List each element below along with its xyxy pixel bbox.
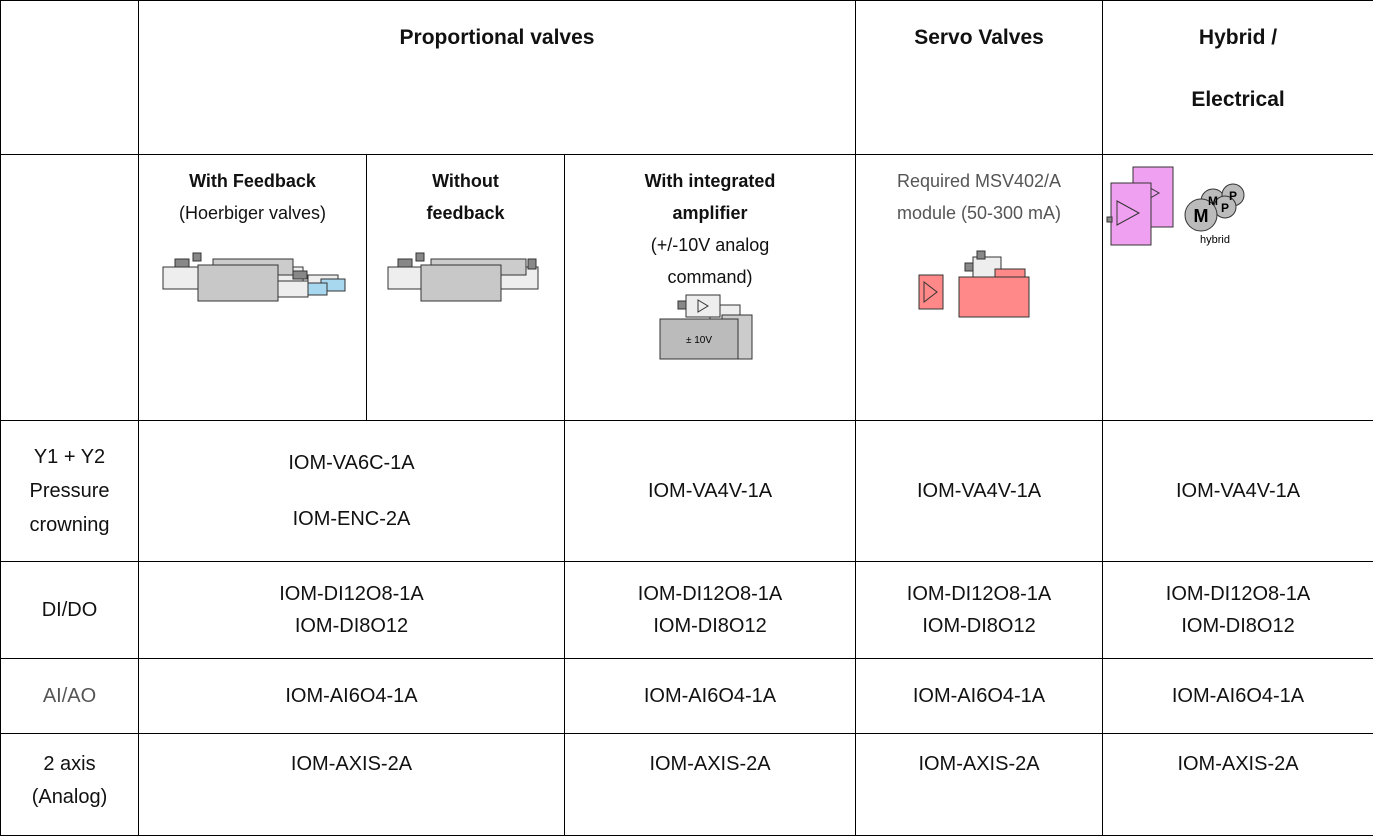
subheader-note: Required MSV402/A <box>856 165 1102 197</box>
module-name: IOM-DI8O12 <box>139 610 564 642</box>
icon-label: ± 10V <box>686 335 712 346</box>
subheader-note: (Hoerbiger valves) <box>139 197 366 229</box>
subheader-cell: With Feedback (Hoerbiger valves) <box>139 155 367 421</box>
subheader-title: feedback <box>367 197 564 229</box>
subheader-title: With integrated <box>565 165 855 197</box>
row-label-line: 2 axis <box>1 748 138 781</box>
module-name: IOM-VA4V-1A <box>1103 474 1373 508</box>
icon-label: M <box>1208 194 1218 208</box>
header-cell: Hybrid /Electrical <box>1103 1 1373 155</box>
subheader-title: amplifier <box>565 197 855 229</box>
header-text: Hybrid / <box>1103 7 1373 69</box>
module-name: IOM-DI12O8-1A <box>139 578 564 610</box>
module-name: IOM-AI6O4-1A <box>856 685 1102 708</box>
module-name: IOM-VA4V-1A <box>565 474 855 508</box>
module-cell: IOM-VA4V-1A <box>856 421 1103 562</box>
header-row: Proportional valves Servo Valves Hybrid … <box>1 1 1373 155</box>
page: Proportional valves Servo Valves Hybrid … <box>0 0 1373 805</box>
icon-label: P <box>1221 201 1229 215</box>
module-name: IOM-DI12O8-1A <box>856 578 1102 610</box>
module-name: IOM-DI8O12 <box>1103 610 1373 642</box>
amplifier-icon: ± 10V <box>650 293 770 363</box>
row-label: AI/AO <box>1 659 139 734</box>
module-cell: IOM-VA4V-1A <box>565 421 856 562</box>
module-cell: IOM-AXIS-2A <box>139 734 565 836</box>
subheader-note: command) <box>565 261 855 293</box>
icon-label: M <box>1194 206 1209 226</box>
module-cell: IOM-AI6O4-1A <box>139 659 565 734</box>
module-name: IOM-ENC-2A <box>139 491 564 547</box>
module-cell: IOM-AI6O4-1A <box>856 659 1103 734</box>
icon-label: hybrid <box>1200 234 1230 246</box>
subheader-note: module (50-300 mA) <box>856 197 1102 229</box>
valve-icon <box>153 229 353 309</box>
row-label-line: crowning <box>1 508 138 542</box>
row-label-line: DI/DO <box>1 594 138 626</box>
module-cell: IOM-VA4V-1A <box>1103 421 1373 562</box>
row-label-line: Y1 + Y2 <box>1 440 138 474</box>
row-label-line: Pressure <box>1 474 138 508</box>
module-name: IOM-AI6O4-1A <box>565 685 855 708</box>
header-cell: Servo Valves <box>856 1 1103 155</box>
module-cell: IOM-AI6O4-1A <box>565 659 856 734</box>
module-name: IOM-AXIS-2A <box>565 748 855 781</box>
subheader-title: With Feedback <box>139 165 366 197</box>
subheader-title: Without <box>367 165 564 197</box>
hybrid-icon: M M P P hybrid <box>1103 165 1303 265</box>
servo-icon <box>909 229 1049 319</box>
empty-cell <box>1 1 139 155</box>
subheader-cell: With integrated amplifier (+/-10V analog… <box>565 155 856 421</box>
module-name: IOM-VA6C-1A <box>139 435 564 491</box>
row-label-line: (Analog) <box>1 781 138 814</box>
module-name: IOM-DI12O8-1A <box>565 578 855 610</box>
subheader-cell: M M P P hybrid <box>1103 155 1373 421</box>
module-name: IOM-DI8O12 <box>565 610 855 642</box>
module-name: IOM-AXIS-2A <box>1103 748 1373 781</box>
row-label-line: AI/AO <box>1 685 138 708</box>
module-cell: IOM-AI6O4-1A <box>1103 659 1373 734</box>
header-text: Proportional valves <box>400 26 595 49</box>
module-name: IOM-DI8O12 <box>856 610 1102 642</box>
header-text: Servo Valves <box>914 26 1044 49</box>
module-name: IOM-AI6O4-1A <box>139 685 564 708</box>
subheader-row: With Feedback (Hoerbiger valves) Without… <box>1 155 1373 421</box>
module-name: IOM-AI6O4-1A <box>1103 685 1373 708</box>
subheader-cell: Without feedback <box>367 155 565 421</box>
module-cell: IOM-AXIS-2A <box>1103 734 1373 836</box>
subheader-cell: Required MSV402/A module (50-300 mA) <box>856 155 1103 421</box>
subheader-note: (+/-10V analog <box>565 229 855 261</box>
valve-icon <box>376 229 556 309</box>
module-name: IOM-DI12O8-1A <box>1103 578 1373 610</box>
header-cell: Proportional valves <box>139 1 856 155</box>
module-cell: IOM-AXIS-2A <box>565 734 856 836</box>
icon-label: P <box>1229 189 1237 203</box>
module-cell: IOM-AXIS-2A <box>856 734 1103 836</box>
module-name: IOM-AXIS-2A <box>856 748 1102 781</box>
empty-cell <box>1 155 139 421</box>
module-name: IOM-AXIS-2A <box>139 748 564 781</box>
module-name: IOM-VA4V-1A <box>856 474 1102 508</box>
row-label: 2 axis(Analog) <box>1 734 139 836</box>
header-text: Electrical <box>1103 69 1373 131</box>
row-label: DI/DO <box>1 562 139 659</box>
